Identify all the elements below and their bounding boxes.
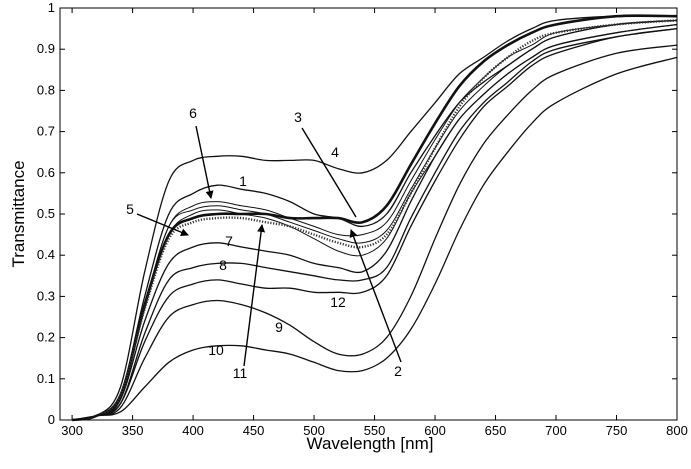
annotation-arrows xyxy=(136,125,402,367)
leader-11 xyxy=(243,224,266,367)
curve-label-11: 11 xyxy=(233,365,248,381)
leader-6 xyxy=(195,125,214,199)
series-line-9 xyxy=(71,44,678,421)
curve-label-2: 2 xyxy=(394,363,402,379)
y-tick-label: 0.1 xyxy=(37,371,55,386)
x-tick-label: 350 xyxy=(122,423,144,438)
y-tick-label: 0.2 xyxy=(37,330,55,345)
series-line-10 xyxy=(71,56,678,421)
x-tick-label: 400 xyxy=(182,423,204,438)
curve-label-8: 8 xyxy=(219,257,227,273)
x-tick-label: 600 xyxy=(424,423,446,438)
series-line-11 xyxy=(71,19,678,422)
y-tick-label: 1 xyxy=(48,0,55,15)
y-tick-label: 0.9 xyxy=(37,41,55,56)
y-tick-label: 0.4 xyxy=(37,247,55,262)
series-line-1 xyxy=(71,19,678,421)
curve-label-6: 6 xyxy=(189,105,197,121)
x-tick-label: 650 xyxy=(485,423,507,438)
y-tick-label: 0.6 xyxy=(37,165,55,180)
x-tick-label: 450 xyxy=(243,423,265,438)
x-tick-label: 750 xyxy=(606,423,628,438)
curve-label-5: 5 xyxy=(126,201,134,217)
y-tick-label: 0 xyxy=(48,412,55,427)
x-tick-label: 800 xyxy=(666,423,688,438)
curve-label-1: 1 xyxy=(239,173,247,189)
curve-label-10: 10 xyxy=(208,342,224,358)
series-line-12 xyxy=(71,27,678,421)
curve-label-12: 12 xyxy=(330,294,346,310)
leader-5 xyxy=(136,213,189,237)
y-axis-label: Transmittance xyxy=(9,160,28,267)
tick-layer: 300 350 400 450 500 550 600 650 700 750 800 0 0.1 0.2… xyxy=(37,0,688,438)
series-line-6 xyxy=(72,19,678,421)
series-line-2 xyxy=(72,24,678,421)
curves-layer xyxy=(71,14,678,422)
series-line-8 xyxy=(71,27,678,421)
y-tick-label: 0.8 xyxy=(37,82,55,97)
series-line-5 xyxy=(71,14,678,422)
curve-label-7: 7 xyxy=(225,233,233,249)
plot-frame xyxy=(59,7,678,421)
series-line-3 xyxy=(72,19,678,421)
x-tick-label: 300 xyxy=(61,423,83,438)
x-tick-label: 700 xyxy=(545,423,567,438)
curve-label-9: 9 xyxy=(275,319,283,335)
x-tick-label: 500 xyxy=(303,423,325,438)
leader-2 xyxy=(349,229,402,363)
x-axis-label: Wavelength [nm] xyxy=(307,434,434,453)
series-line-7 xyxy=(71,23,678,421)
y-tick-label: 0.5 xyxy=(37,206,55,221)
y-tick-label: 0.7 xyxy=(37,124,55,139)
x-tick-label: 550 xyxy=(364,423,386,438)
curve-label-3: 3 xyxy=(294,109,302,125)
leader-3 xyxy=(301,127,357,218)
curve-label-4: 4 xyxy=(331,144,339,160)
y-tick-label: 0.3 xyxy=(37,288,55,303)
series-line-4 xyxy=(71,15,678,421)
